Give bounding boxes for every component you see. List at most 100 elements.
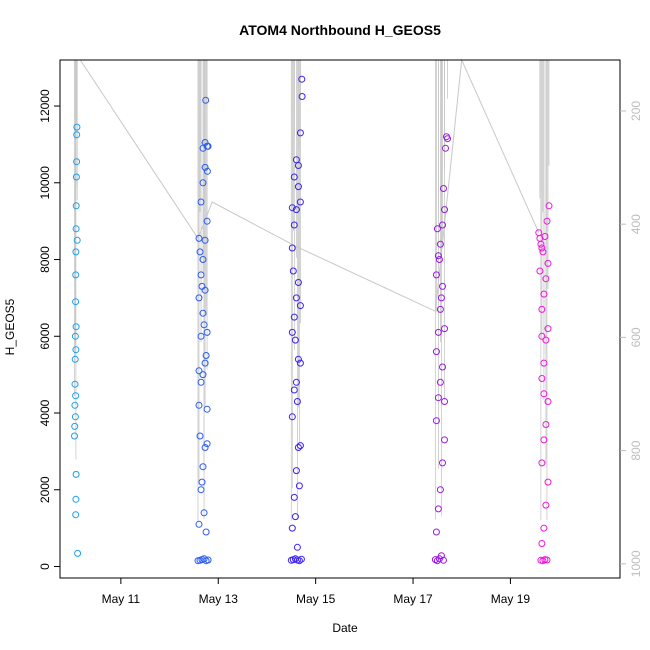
data-point	[292, 206, 300, 214]
data-point	[199, 371, 207, 379]
data-point	[444, 135, 451, 143]
data-point	[538, 459, 546, 467]
y-axis: 0 2000 4000 6000 8000 10000 12000	[38, 89, 60, 570]
data-point	[434, 394, 442, 402]
data-point	[441, 398, 448, 405]
data-point	[536, 267, 544, 275]
data-point	[71, 432, 78, 440]
data-point	[290, 173, 298, 181]
data-point	[294, 162, 302, 169]
data-point	[288, 524, 296, 532]
data-point	[197, 378, 205, 386]
data-point	[296, 359, 304, 367]
y-tick-label: 2000	[38, 476, 52, 503]
data-point	[195, 234, 203, 242]
data-point	[72, 298, 80, 306]
y-tick-label: 10000	[38, 166, 52, 200]
y-tick-label: 8000	[38, 246, 52, 273]
y-axis-label: H_GEOS5	[3, 298, 17, 355]
data-point	[72, 470, 80, 478]
data-point	[439, 282, 446, 290]
data-point	[298, 93, 306, 100]
x-axis-label: Date	[332, 621, 358, 635]
x-tick-label: May 15	[296, 592, 336, 606]
data-point	[203, 440, 211, 448]
data-point	[71, 380, 79, 388]
data-points	[71, 75, 553, 565]
connector-line	[79, 58, 540, 313]
data-point	[199, 463, 207, 471]
right-tick-label: 400	[629, 214, 643, 234]
data-point	[72, 271, 80, 279]
data-point	[71, 355, 79, 363]
data-point	[201, 236, 209, 244]
data-point	[290, 313, 298, 321]
data-point	[288, 244, 296, 252]
data-point	[294, 444, 302, 451]
data-point	[197, 271, 205, 279]
data-point	[288, 328, 296, 336]
x-tick-label: May 13	[199, 592, 239, 606]
data-point	[200, 555, 208, 563]
data-point	[72, 511, 80, 519]
data-point	[544, 478, 552, 486]
data-point	[432, 348, 440, 356]
data-point	[202, 528, 210, 536]
data-point	[195, 520, 203, 528]
data-point	[202, 352, 210, 359]
data-point	[295, 557, 303, 565]
data-point	[199, 179, 207, 187]
data-point	[434, 252, 442, 260]
data-point	[294, 183, 302, 191]
data-point	[543, 556, 551, 564]
data-point	[291, 513, 299, 521]
data-point	[203, 328, 211, 336]
data-point	[290, 493, 298, 501]
data-point	[71, 401, 79, 409]
data-point	[441, 436, 448, 444]
data-point	[290, 386, 298, 394]
data-point	[72, 202, 80, 210]
data-point	[202, 96, 210, 104]
data-point	[432, 271, 440, 279]
data-point	[441, 325, 448, 333]
data-point	[203, 167, 211, 175]
data-point	[289, 267, 297, 275]
data-point	[296, 129, 304, 137]
data-point	[540, 290, 548, 298]
data-point	[196, 432, 204, 440]
right-tick-label: 600	[629, 327, 643, 347]
right-tick-label: 800	[629, 440, 643, 460]
right-tick-label: 200	[629, 101, 643, 121]
data-point	[72, 225, 80, 233]
data-point	[538, 332, 546, 340]
data-point	[542, 275, 550, 283]
x-tick-label: May 11	[102, 592, 141, 606]
plot-frame	[59, 59, 621, 579]
data-point	[73, 123, 81, 131]
data-point	[540, 524, 548, 532]
data-point	[72, 173, 80, 181]
y-tick-label: 4000	[38, 399, 52, 426]
data-point	[71, 413, 79, 421]
data-point	[293, 543, 301, 551]
data-point	[72, 248, 80, 256]
data-point	[72, 495, 80, 503]
data-point	[199, 309, 207, 317]
data-point	[540, 359, 548, 367]
data-point	[203, 217, 211, 225]
data-point	[296, 442, 304, 450]
right-tick-label: 1000	[629, 550, 643, 577]
data-point	[201, 163, 209, 171]
data-point	[197, 332, 205, 340]
data-point	[538, 540, 546, 547]
data-point	[198, 478, 206, 486]
data-point	[435, 256, 443, 263]
data-point	[440, 556, 447, 564]
data-point	[442, 144, 449, 152]
data-point	[295, 482, 303, 490]
data-point	[297, 555, 305, 563]
data-point	[290, 221, 298, 229]
data-point	[538, 244, 546, 252]
data-point	[439, 221, 446, 229]
